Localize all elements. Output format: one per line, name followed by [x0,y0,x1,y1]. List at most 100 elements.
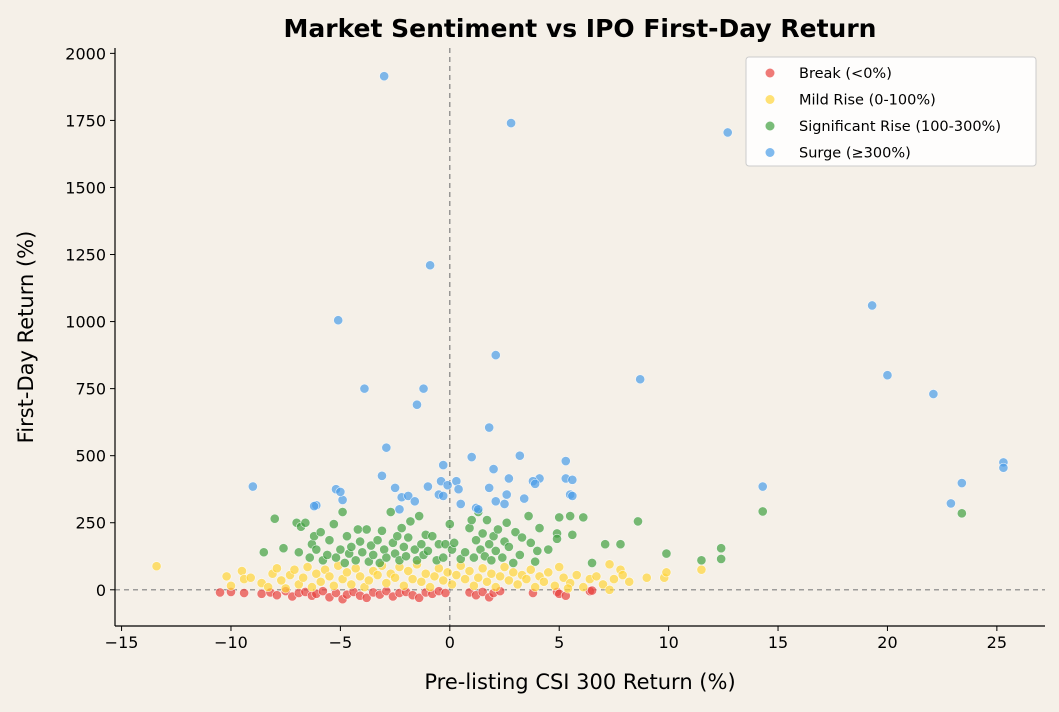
data-point [390,482,400,493]
data-point [604,584,615,595]
data-point [567,529,578,540]
data-point [477,587,488,597]
y-tick-label: 1000 [65,313,106,332]
data-point [401,551,411,562]
data-point [337,507,348,517]
legend-marker [765,121,775,131]
data-point [385,507,396,517]
data-point [438,460,449,470]
legend-label: Mild Rise (0-100%) [799,93,936,109]
data-point [361,592,372,603]
data-point [272,563,282,574]
data-point [403,491,414,501]
data-point [328,519,339,529]
data-point [239,588,250,598]
data-point [484,422,495,433]
data-point [530,582,541,593]
data-point [928,389,939,399]
data-point [309,501,320,512]
data-point [372,570,383,580]
data-point [466,515,477,525]
data-point [335,486,346,497]
data-point [484,482,495,493]
data-point [484,539,495,550]
y-tick-label: 1500 [65,178,106,197]
data-point [508,558,519,568]
data-point [525,537,536,548]
legend-label: Surge (≥300%) [799,146,911,162]
data-point [503,473,514,484]
data-point [324,571,335,582]
data-point [346,579,357,590]
data-point [460,547,471,558]
data-point [587,558,597,568]
data-point [433,563,444,574]
data-point [451,476,462,487]
data-point [237,566,247,576]
data-point [352,524,363,535]
data-point [315,576,326,587]
data-point [882,370,893,381]
data-point [567,474,578,485]
data-point [468,580,479,591]
data-point [405,516,416,527]
data-point [490,546,501,556]
y-tick-label: 250 [75,514,106,533]
data-point [423,481,433,492]
y-tick-label: 1750 [65,111,106,130]
data-point [460,574,471,584]
data-point [420,568,431,579]
data-point [280,583,291,594]
data-point [490,582,501,593]
data-point [473,572,484,583]
data-point [757,481,768,492]
data-point [346,541,357,552]
data-point [867,300,878,311]
data-point [506,118,516,128]
y-axis-label: First-Day Return (%) [14,231,38,444]
data-point [403,532,414,543]
data-point [495,571,506,582]
data-point [425,582,436,593]
data-point [333,315,344,326]
data-point [381,442,392,453]
data-point [956,478,967,488]
legend-marker [765,95,775,104]
data-point [510,527,521,538]
data-point [956,508,967,519]
data-point [377,470,387,481]
data-point [355,571,365,582]
data-point [438,575,449,586]
legend-box [745,56,1037,167]
data-point [447,579,457,590]
data-point [394,504,405,515]
data-point [293,547,304,558]
data-point [409,496,420,507]
x-tick-label: 25 [987,633,1007,652]
data-point [324,535,335,546]
data-point [425,260,436,271]
data-point [451,570,462,580]
data-point [379,71,390,82]
data-point [396,523,407,534]
data-point [661,567,672,578]
data-point [578,582,589,593]
y-tick-label: 0 [96,581,106,600]
data-point [444,519,455,529]
data-point [366,540,376,551]
data-point [322,550,333,560]
data-point [757,506,768,517]
data-point [609,574,619,584]
data-point [298,572,309,583]
data-point [226,580,236,591]
data-point [276,575,287,586]
data-point [635,374,646,385]
data-point [486,555,497,566]
data-point [464,523,475,534]
data-point [716,554,727,564]
data-point [398,580,409,591]
data-point [307,582,317,593]
data-point [390,572,400,583]
data-point [477,528,488,539]
data-point [438,552,449,563]
